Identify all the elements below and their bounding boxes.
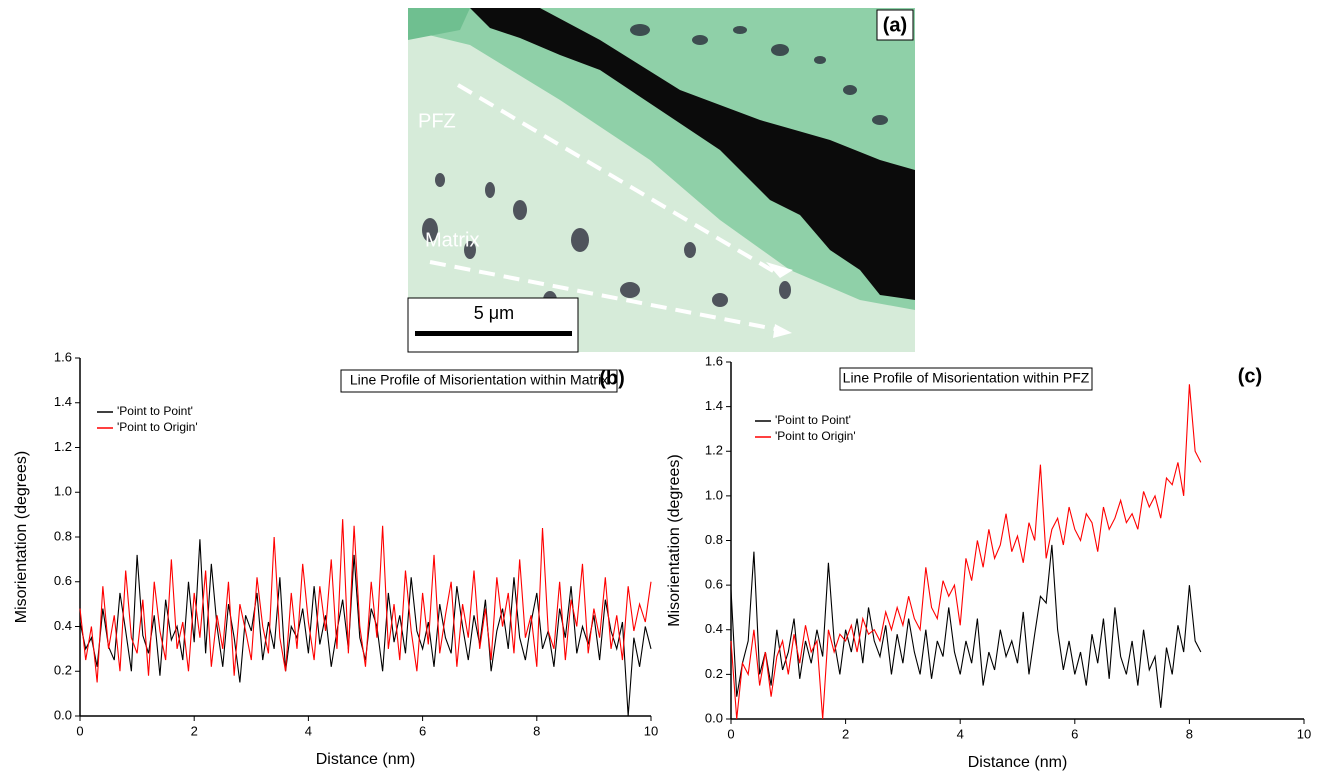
- y-tick-label: 1.4: [54, 394, 72, 409]
- scale-bar-box: [407, 297, 579, 353]
- matrix-arrow: [429, 260, 781, 332]
- y-axis-label: Misorientation (degrees): [666, 454, 683, 627]
- region-label: PFZ: [418, 110, 456, 132]
- panel-label: (b): [599, 367, 625, 389]
- x-tick-label: 6: [419, 723, 426, 738]
- panel-label: (c): [1238, 365, 1262, 387]
- x-tick-label: 0: [727, 726, 734, 741]
- title-box: [839, 367, 1093, 391]
- corner-grain: [408, 8, 470, 40]
- x-tick-label: 4: [957, 726, 964, 741]
- series-line: [79, 539, 652, 717]
- precipitates: [422, 24, 888, 309]
- series-line: [730, 544, 1202, 708]
- y-tick-label: 1.6: [705, 353, 723, 368]
- x-axis-label: Distance (nm): [316, 751, 416, 768]
- x-tick-label: 8: [533, 723, 540, 738]
- x-axis-label: Distance (nm): [968, 754, 1068, 771]
- chart-title: Line Profile of Misorientation within PF…: [843, 370, 1090, 386]
- y-tick-label: 0.8: [705, 532, 723, 547]
- x-tick-label: 10: [1297, 726, 1311, 741]
- scale-bar-label: 5 μm: [474, 303, 514, 323]
- series-line: [730, 384, 1202, 720]
- chart-title: Line Profile of Misorientation within Ma…: [350, 372, 608, 388]
- panel-label: (a): [883, 14, 907, 36]
- y-tick-label: 0.2: [705, 666, 723, 681]
- y-tick-label: 0.6: [705, 577, 723, 592]
- x-tick-label: 8: [1186, 726, 1193, 741]
- y-tick-label: 1.6: [54, 349, 72, 364]
- legend-label: 'Point to Point': [775, 413, 851, 427]
- grain-boundary-band: [470, 8, 915, 300]
- series-line: [79, 519, 652, 683]
- x-tick-label: 10: [644, 723, 658, 738]
- x-tick-label: 6: [1071, 726, 1078, 741]
- x-tick-label: 0: [76, 723, 83, 738]
- micrograph: (a) PFZ Matrix 5 μm: [407, 8, 915, 353]
- region-label: Matrix: [425, 229, 479, 251]
- y-tick-label: 0.8: [54, 528, 72, 543]
- legend-label: 'Point to Origin': [117, 420, 198, 434]
- y-tick-label: 0.0: [705, 710, 723, 725]
- scale-bar: [415, 331, 572, 336]
- panel-label-box: [876, 9, 914, 41]
- chart: 0.0 0.2 0.4 0.6 0.8 1.0 1.2 1.4 1.6 0 2 4 6 8 10 Distan…: [666, 353, 1311, 771]
- title-box: [340, 369, 618, 393]
- pfz-arrowhead: [766, 262, 793, 278]
- x-tick-label: 2: [842, 726, 849, 741]
- y-tick-label: 1.2: [705, 443, 723, 458]
- legend-label: 'Point to Origin': [775, 429, 856, 443]
- y-axis-label: Misorientation (degrees): [13, 451, 30, 624]
- y-tick-label: 1.0: [54, 484, 72, 499]
- y-tick-label: 0.4: [54, 618, 72, 633]
- x-tick-label: 2: [191, 723, 198, 738]
- y-tick-label: 0.0: [54, 707, 72, 722]
- matrix-arrowhead: [773, 324, 792, 338]
- chart: 0.0 0.2 0.4 0.6 0.8 1.0 1.2 1.4 1.6 0 2 4 6 8 10 Distan…: [13, 349, 658, 768]
- legend-label: 'Point to Point': [117, 404, 193, 418]
- y-tick-label: 0.4: [705, 621, 723, 636]
- x-tick-label: 4: [305, 723, 312, 738]
- pfz-arrow: [456, 83, 782, 277]
- y-tick-label: 0.2: [54, 663, 72, 678]
- y-tick-label: 1.4: [705, 398, 723, 413]
- y-tick-label: 1.2: [54, 439, 72, 454]
- y-tick-label: 1.0: [705, 487, 723, 502]
- y-tick-label: 0.6: [54, 573, 72, 588]
